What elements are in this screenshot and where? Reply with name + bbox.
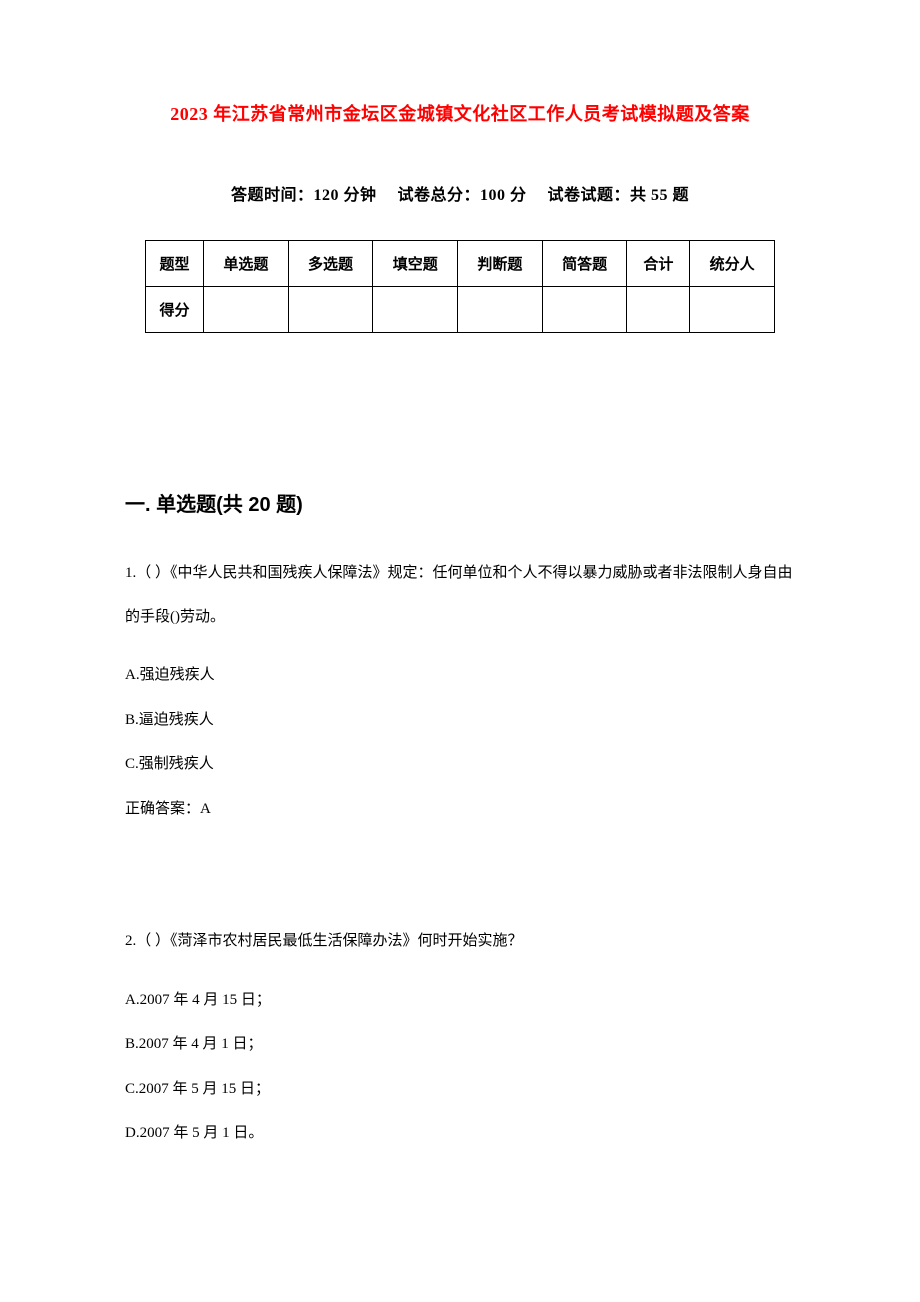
table-score-cell — [373, 287, 458, 333]
table-score-cell — [627, 287, 690, 333]
table-header-cell: 填空题 — [373, 241, 458, 287]
table-score-row: 得分 — [146, 287, 775, 333]
option-item: C.2007 年 5 月 15 日； — [125, 1078, 795, 1101]
table-score-cell — [204, 287, 289, 333]
document-subtitle: 答题时间：120 分钟 试卷总分：100 分 试卷试题：共 55 题 — [125, 181, 795, 205]
score-table: 题型 单选题 多选题 填空题 判断题 简答题 合计 统分人 得分 — [145, 240, 775, 333]
table-header-row: 题型 单选题 多选题 填空题 判断题 简答题 合计 统分人 — [146, 241, 775, 287]
table-score-cell — [458, 287, 543, 333]
option-item: A.强迫残疾人 — [125, 664, 795, 687]
table-header-cell: 题型 — [146, 241, 204, 287]
question-stem: 2.（ ）《菏泽市农村居民最低生活保障办法》何时开始实施？ — [125, 920, 795, 964]
question-block: 1.（ ）《中华人民共和国残疾人保障法》规定：任何单位和个人不得以暴力威胁或者非… — [125, 552, 795, 820]
table-header-cell: 简答题 — [542, 241, 627, 287]
table-header-cell: 合计 — [627, 241, 690, 287]
table-score-cell — [542, 287, 627, 333]
option-item: D.2007 年 5 月 1 日。 — [125, 1122, 795, 1145]
document-title: 2023 年江苏省常州市金坛区金城镇文化社区工作人员考试模拟题及答案 — [125, 100, 795, 126]
table-row-label: 得分 — [146, 287, 204, 333]
option-item: A.2007 年 4 月 15 日； — [125, 989, 795, 1012]
table-header-cell: 判断题 — [458, 241, 543, 287]
table-header-cell: 单选题 — [204, 241, 289, 287]
question-block: 2.（ ）《菏泽市农村居民最低生活保障办法》何时开始实施？ A.2007 年 4… — [125, 920, 795, 1145]
table-score-cell — [288, 287, 373, 333]
question-stem: 1.（ ）《中华人民共和国残疾人保障法》规定：任何单位和个人不得以暴力威胁或者非… — [125, 552, 795, 639]
correct-answer: 正确答案：A — [125, 798, 795, 821]
option-item: B.2007 年 4 月 1 日； — [125, 1033, 795, 1056]
table-header-cell: 多选题 — [288, 241, 373, 287]
section-heading: 一. 单选题(共 20 题) — [125, 488, 795, 517]
table-score-cell — [690, 287, 775, 333]
question-options: A.强迫残疾人 B.逼迫残疾人 C.强制残疾人 正确答案：A — [125, 664, 795, 820]
option-item: C.强制残疾人 — [125, 753, 795, 776]
question-options: A.2007 年 4 月 15 日； B.2007 年 4 月 1 日； C.2… — [125, 989, 795, 1145]
table-header-cell: 统分人 — [690, 241, 775, 287]
option-item: B.逼迫残疾人 — [125, 709, 795, 732]
